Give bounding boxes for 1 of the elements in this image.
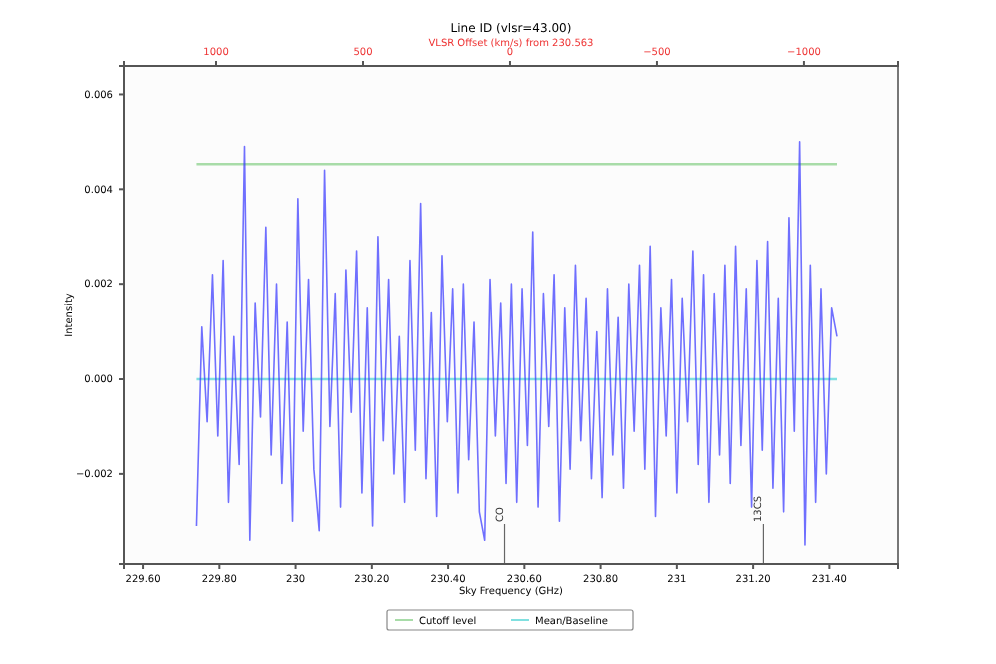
line-series	[195, 141, 838, 546]
